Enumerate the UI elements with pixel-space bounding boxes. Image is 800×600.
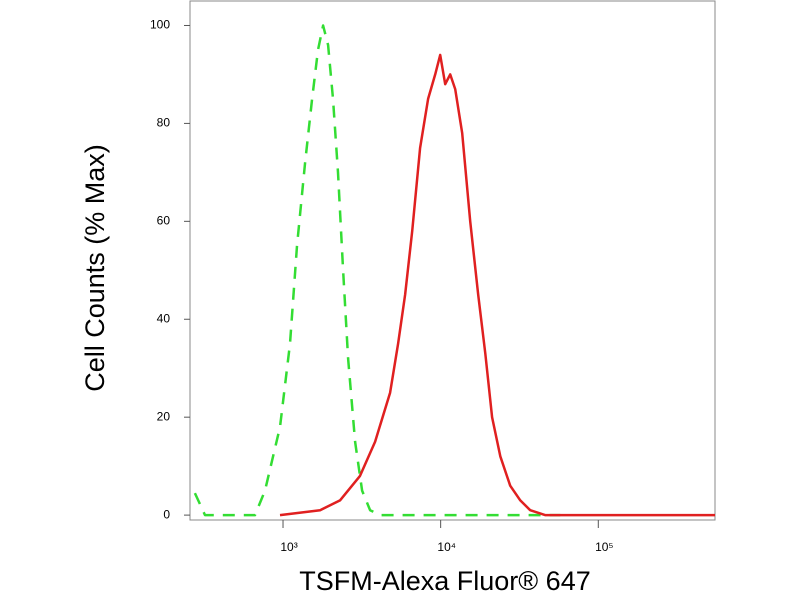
y-tick-label: 0 — [163, 507, 170, 521]
y-tick-label: 100 — [150, 18, 170, 32]
series-line — [279, 53, 715, 517]
y-tick-label: 40 — [157, 311, 171, 325]
y-tick-label: 60 — [157, 214, 171, 228]
x-tick-label: 10⁴ — [437, 540, 456, 554]
y-tick-label: 80 — [157, 116, 171, 130]
x-tick-label: 10³ — [280, 540, 297, 554]
series-line — [193, 24, 561, 517]
x-axis-label: TSFM-Alexa Fluor® 647 — [299, 566, 590, 596]
x-tick-label: 10⁵ — [595, 540, 613, 554]
y-tick-label: 20 — [157, 409, 171, 423]
plot-frame — [189, 0, 716, 521]
y-axis-label: Cell Counts (% Max) — [80, 144, 110, 392]
